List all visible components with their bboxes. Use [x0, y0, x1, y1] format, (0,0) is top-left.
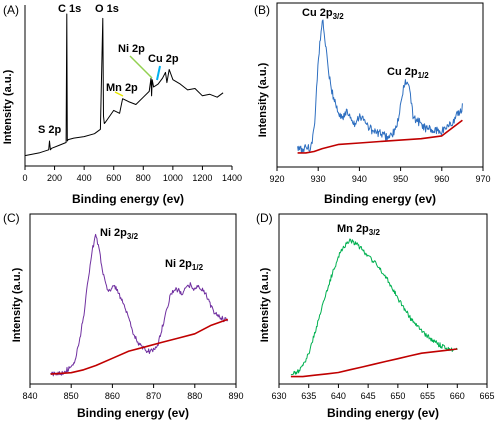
panel-c-annotation-ni2p32-main: Ni 2p	[100, 227, 127, 239]
panel-b-ylabel: Intensity (a.u.)	[257, 62, 269, 137]
panel-d-xtick-label: 660	[450, 391, 465, 401]
panel-a-xtick-label: 600	[106, 173, 121, 183]
panel-a-mn2p-marker	[114, 91, 124, 97]
panel-d-ylabel: Intensity (a.u.)	[259, 267, 271, 342]
panel-c-xtick-label: 840	[22, 391, 37, 401]
panel-b-xlabel: Binding energy (ev)	[324, 192, 436, 206]
panel-a-annotation-ni2p: Ni 2p	[118, 43, 145, 55]
panel-a-ni2p-marker	[129, 55, 153, 79]
panel-d-xtick-label: 630	[271, 391, 286, 401]
panel-a-label: (A)	[3, 3, 19, 17]
panel-c-xtick-label: 860	[105, 391, 120, 401]
panel-a-xtick-label: 400	[77, 173, 92, 183]
panel-c-xtick-label: 870	[146, 391, 161, 401]
panel-b-annotation-cu2p32: Cu 2p3/2	[302, 7, 344, 21]
panel-c-frame	[29, 213, 237, 385]
panel-d-xtick-label: 645	[361, 391, 376, 401]
panel-c-annotation-ni2p32: Ni 2p3/2	[100, 227, 139, 241]
panel-b-annotation-cu2p32-main: Cu 2p	[302, 7, 333, 19]
panel-c-annotation-ni2p32-sub: 3/2	[127, 232, 139, 241]
panel-b-annotation-cu2p12-main: Cu 2p	[387, 66, 418, 78]
panel-d-ticks: 630 635 640 645 650 655 660 665	[271, 384, 495, 401]
panel-b-xtick-label: 960	[434, 174, 449, 184]
panel-a-annotation-s2p: S 2p	[38, 124, 62, 136]
panel-b-background-line	[297, 119, 463, 154]
panel-c: (C) Intensity (a.u.) 840 850 860 870 880 890 …	[3, 211, 244, 420]
panel-a-annotation-cu2p: Cu 2p	[148, 53, 179, 65]
panel-c-xtick-label: 850	[64, 391, 79, 401]
panel-a-xlabel: Binding energy (ev)	[72, 192, 184, 206]
panel-d-plot	[290, 238, 458, 378]
panel-c-annotation-ni2p12-sub: 1/2	[192, 263, 204, 272]
panel-b-annotation-cu2p32-sub: 3/2	[333, 12, 345, 21]
panel-c-spectrum-line	[50, 233, 229, 377]
panel-a-xtick-label: 1000	[163, 173, 183, 183]
panel-d-xtick-label: 650	[390, 391, 405, 401]
panel-a-annotation-mn2p: Mn 2p	[106, 82, 138, 94]
panel-d-xlabel: Binding energy (ev)	[327, 406, 439, 420]
panel-a-annotation-o1s: O 1s	[95, 3, 119, 15]
panel-a-spectrum-line	[24, 13, 224, 157]
panel-c-xtick-label: 890	[228, 391, 243, 401]
panel-a-xtick-label: 1400	[222, 173, 242, 183]
panel-b-label: (B)	[254, 3, 270, 17]
panel-a: (A) Intensity (a.u.) 0 200 400 600 800 1000 12…	[2, 3, 242, 206]
panel-b: (B) Intensity (a.u.) 920 930 940 950 960 970 …	[254, 2, 491, 206]
panel-b-frame	[276, 2, 484, 168]
panel-d-spectrum-line	[290, 238, 458, 376]
panel-a-annotation-c1s: C 1s	[58, 3, 81, 15]
panel-d-xtick-label: 665	[479, 391, 494, 401]
panel-b-ticks: 920 930 940 950 960 970	[269, 167, 491, 184]
panel-a-xtick-label: 200	[47, 173, 62, 183]
panel-a-xtick-label: 0	[22, 173, 27, 183]
panel-d-frame	[278, 213, 488, 385]
panel-d-xtick-label: 655	[420, 391, 435, 401]
panel-a-xtick-label: 800	[136, 173, 151, 183]
panel-b-plot	[297, 19, 463, 154]
panel-c-plot	[50, 233, 229, 377]
panel-a-ticks: 0 200 400 600 800 1000 1200 1400	[22, 166, 242, 183]
panel-c-ticks: 840 850 860 870 880 890	[22, 384, 244, 401]
panel-d-label: (D)	[256, 211, 273, 225]
panel-a-xtick-label: 1200	[192, 173, 212, 183]
panel-d-annotation-mn2p32-sub: 3/2	[369, 228, 381, 237]
panel-b-spectrum-line	[297, 19, 463, 153]
panel-b-annotation-cu2p12: Cu 2p1/2	[387, 66, 429, 80]
panel-a-plot	[24, 13, 224, 157]
panel-b-xtick-label: 970	[475, 174, 490, 184]
panel-c-annotation-ni2p12-main: Ni 2p	[165, 258, 192, 270]
panel-d-xtick-label: 640	[331, 391, 346, 401]
panel-d-background-line	[290, 348, 458, 378]
panel-b-xtick-label: 940	[352, 174, 367, 184]
panel-c-xtick-label: 880	[187, 391, 202, 401]
panel-d-annotation-mn2p32: Mn 2p3/2	[337, 223, 380, 237]
panel-c-ylabel: Intensity (a.u.)	[11, 267, 23, 342]
panel-c-xlabel: Binding energy (ev)	[77, 406, 189, 420]
panel-c-background-line	[50, 318, 229, 375]
panel-d-xtick-label: 635	[301, 391, 316, 401]
panel-c-annotation-ni2p12: Ni 2p1/2	[165, 258, 204, 272]
panel-b-xtick-label: 930	[311, 174, 326, 184]
panel-d-annotation-mn2p32-main: Mn 2p	[337, 223, 369, 235]
panel-a-cu2p-marker	[156, 65, 161, 81]
panel-a-ylabel: Intensity (a.u.)	[2, 69, 14, 144]
panel-b-annotation-cu2p12-sub: 1/2	[418, 71, 430, 80]
panel-d: (D) Intensity (a.u.) 630 635 640 645 650 655 6…	[256, 211, 495, 420]
panel-c-label: (C)	[3, 211, 20, 225]
panel-b-xtick-label: 950	[393, 174, 408, 184]
panel-b-xtick-label: 920	[269, 174, 284, 184]
